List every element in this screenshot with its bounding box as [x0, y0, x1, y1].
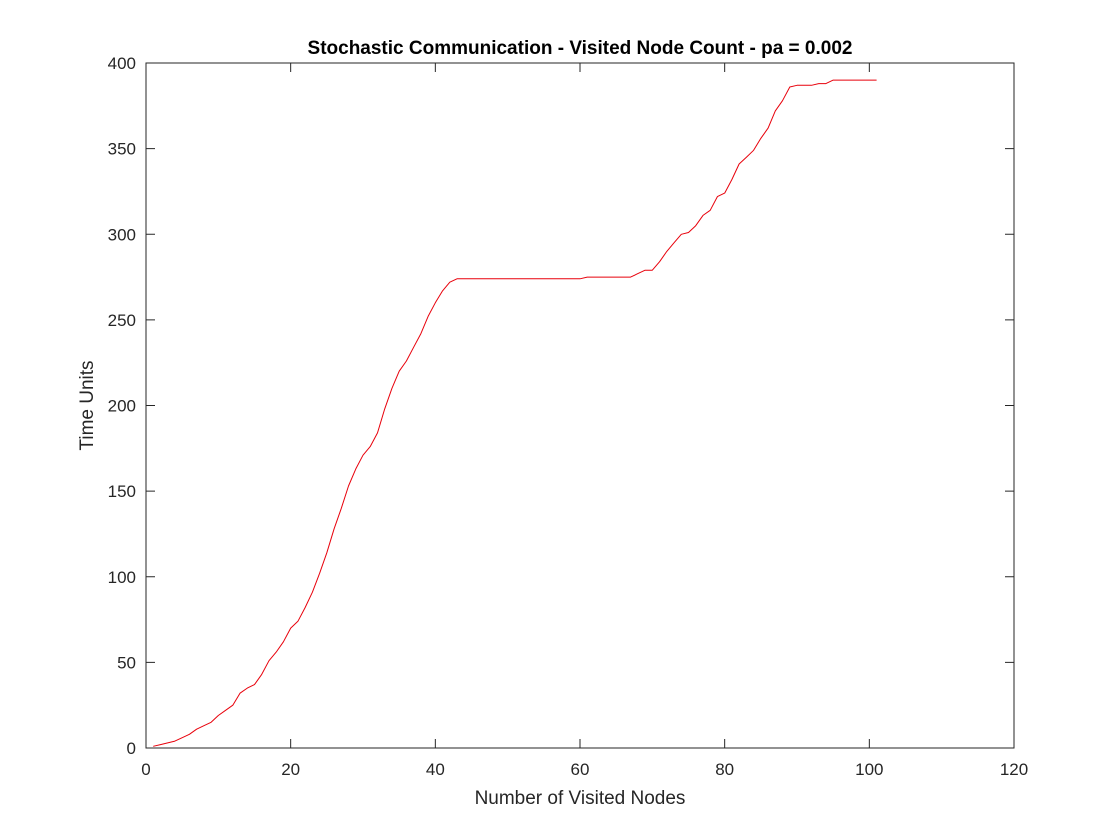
- plot-area: [146, 63, 1014, 748]
- x-tick-label: 80: [715, 760, 734, 779]
- y-tick-label: 250: [108, 311, 136, 330]
- y-tick-label: 100: [108, 568, 136, 587]
- x-tick-label: 100: [855, 760, 883, 779]
- plot-frame: [145, 62, 1015, 749]
- x-tick-label: 120: [1000, 760, 1028, 779]
- x-tick-label: 60: [571, 760, 590, 779]
- x-tick-label: 20: [281, 760, 300, 779]
- x-axis-label: Number of Visited Nodes: [475, 788, 686, 809]
- x-tick-label: 40: [426, 760, 445, 779]
- x-tick-label: 0: [141, 760, 150, 779]
- y-tick-label: 400: [108, 54, 136, 73]
- y-tick-label: 50: [117, 653, 136, 672]
- y-tick-label: 200: [108, 397, 136, 416]
- y-tick-label: 150: [108, 482, 136, 501]
- y-axis-label: Time Units: [77, 360, 98, 450]
- y-tick-label: 350: [108, 140, 136, 159]
- y-tick-label: 300: [108, 225, 136, 244]
- chart-title: Stochastic Communication - Visited Node …: [308, 38, 853, 59]
- y-tick-label: 0: [127, 739, 136, 758]
- series-line-0: [153, 79, 877, 747]
